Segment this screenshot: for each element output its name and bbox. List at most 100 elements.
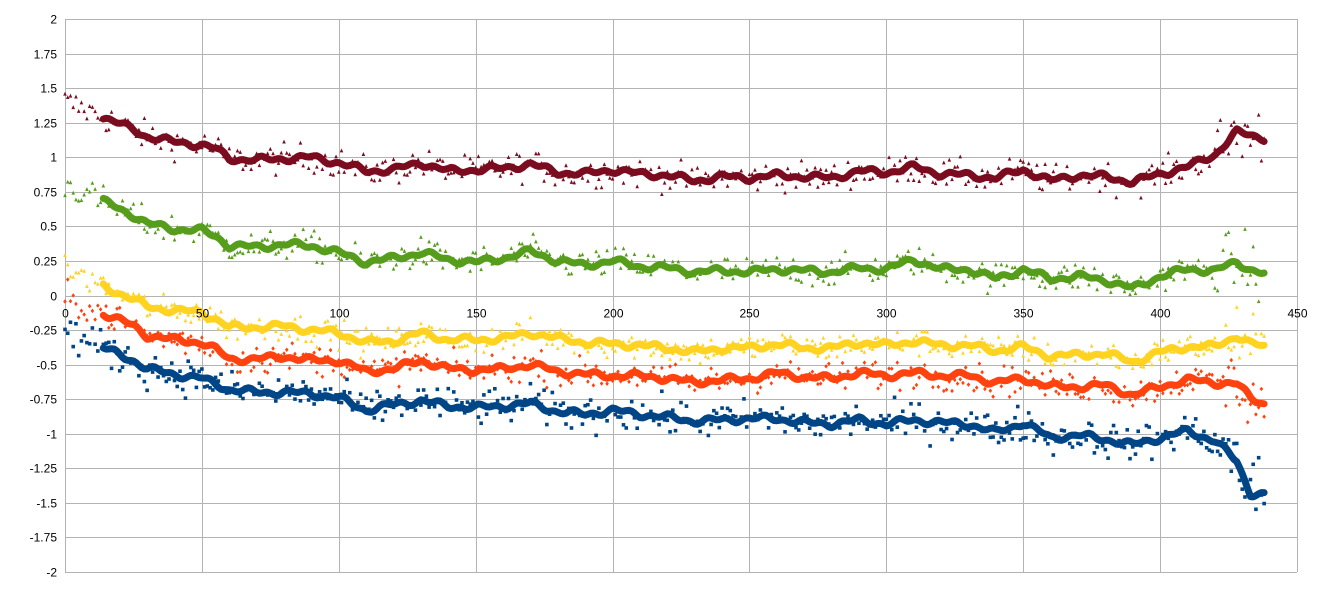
data-point <box>569 333 574 337</box>
data-point <box>117 305 122 310</box>
data-point <box>879 263 883 268</box>
data-point <box>911 412 916 417</box>
data-point <box>430 257 434 262</box>
data-point <box>1024 369 1028 374</box>
data-point <box>1180 260 1184 265</box>
data-point <box>1109 355 1113 360</box>
data-point <box>1125 428 1130 432</box>
data-point <box>922 362 927 368</box>
data-point <box>816 381 820 387</box>
data-point <box>632 355 637 360</box>
data-point <box>1232 441 1236 446</box>
data-point <box>1062 264 1067 269</box>
data-point <box>1256 112 1261 117</box>
data-point <box>334 323 338 328</box>
data-point <box>846 414 850 418</box>
data-point <box>462 343 467 348</box>
data-point <box>1180 175 1184 180</box>
data-point <box>1032 335 1036 340</box>
data-point <box>922 429 927 433</box>
data-point <box>1254 281 1258 286</box>
data-point <box>942 388 946 394</box>
data-point <box>931 385 935 390</box>
data-point <box>1067 186 1072 191</box>
data-point <box>224 362 229 367</box>
data-point <box>509 171 514 176</box>
data-point <box>65 262 70 267</box>
data-point <box>1221 437 1225 441</box>
data-point <box>1199 369 1203 374</box>
data-point <box>602 350 607 354</box>
x-tick-label: 150 <box>466 307 486 321</box>
data-point <box>588 163 593 167</box>
data-point <box>1139 274 1143 279</box>
data-point <box>65 331 70 336</box>
data-point <box>654 346 659 351</box>
data-point <box>695 165 700 170</box>
data-point <box>1081 394 1086 400</box>
data-point <box>309 387 314 391</box>
data-point <box>594 364 598 369</box>
data-point <box>1067 441 1072 446</box>
data-point <box>1202 351 1206 356</box>
data-point <box>512 342 516 347</box>
data-point <box>709 337 713 342</box>
data-point <box>345 364 349 370</box>
data-point <box>1150 362 1154 367</box>
data-point <box>725 406 730 411</box>
data-point <box>837 334 842 339</box>
data-point <box>1013 415 1017 420</box>
data-point <box>539 348 544 353</box>
data-point <box>421 171 426 176</box>
data-point <box>991 394 995 399</box>
data-point <box>668 357 672 361</box>
data-point <box>482 393 486 397</box>
data-point <box>287 333 292 338</box>
data-point <box>205 222 210 227</box>
data-point <box>465 400 470 404</box>
data-point <box>1013 389 1017 395</box>
data-point <box>1103 391 1108 396</box>
data-point <box>1248 351 1253 356</box>
data-point <box>339 400 344 405</box>
data-point <box>419 321 423 326</box>
data-point <box>353 328 358 333</box>
y-tick-label: 1.75 <box>34 48 58 62</box>
data-point <box>1026 357 1031 362</box>
data-point <box>608 175 612 180</box>
data-point <box>257 381 262 386</box>
data-point <box>416 354 420 359</box>
data-point <box>994 421 998 425</box>
data-point <box>980 168 984 173</box>
data-point <box>610 176 615 181</box>
data-point <box>276 160 281 165</box>
data-point <box>405 341 410 346</box>
data-point <box>1234 441 1239 446</box>
data-point <box>257 249 262 254</box>
data-point <box>194 385 199 390</box>
data-point <box>495 398 500 403</box>
data-point <box>90 308 95 314</box>
data-point <box>1062 429 1067 433</box>
data-point <box>432 242 437 247</box>
data-point <box>315 344 319 349</box>
data-point <box>191 239 196 243</box>
data-point <box>796 366 801 371</box>
data-point <box>465 359 470 364</box>
data-point <box>588 398 593 402</box>
data-point <box>974 184 979 189</box>
data-point <box>947 157 952 162</box>
data-point <box>728 378 733 384</box>
data-point <box>413 408 418 412</box>
data-point <box>482 245 486 249</box>
data-point <box>887 413 891 418</box>
data-point <box>769 381 774 386</box>
data-point <box>74 270 78 275</box>
data-point <box>451 345 456 350</box>
data-point <box>1243 495 1247 499</box>
data-point <box>840 360 845 366</box>
data-point <box>753 167 757 172</box>
data-point <box>870 346 875 351</box>
data-point <box>698 360 702 365</box>
data-point <box>358 250 363 255</box>
